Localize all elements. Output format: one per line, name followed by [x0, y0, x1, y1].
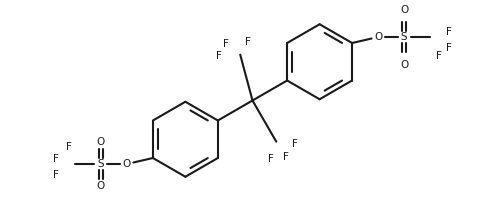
Text: O: O — [97, 181, 105, 191]
Text: F: F — [268, 154, 274, 164]
Text: F: F — [224, 39, 229, 49]
Text: F: F — [245, 37, 250, 47]
Text: S: S — [401, 32, 407, 42]
Text: O: O — [400, 59, 408, 69]
Text: F: F — [446, 43, 452, 53]
Text: F: F — [66, 142, 72, 152]
Text: F: F — [292, 139, 298, 149]
Text: O: O — [97, 137, 105, 147]
Text: O: O — [374, 32, 382, 42]
Text: O: O — [400, 5, 408, 15]
Text: O: O — [123, 159, 131, 169]
Text: S: S — [98, 159, 104, 169]
Text: F: F — [446, 27, 452, 37]
Text: F: F — [216, 51, 222, 61]
Text: F: F — [53, 154, 59, 164]
Text: F: F — [284, 152, 289, 162]
Text: F: F — [436, 51, 442, 61]
Text: F: F — [53, 170, 59, 180]
